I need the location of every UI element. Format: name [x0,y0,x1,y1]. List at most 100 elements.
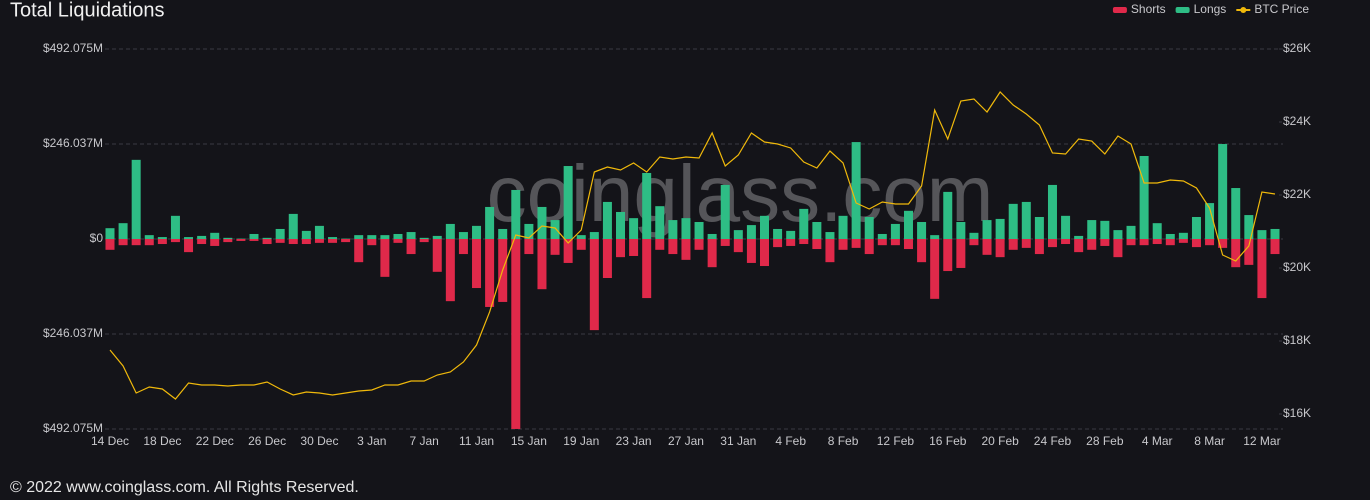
legend-label: BTC Price [1254,2,1309,16]
bar [458,232,468,239]
bar [511,189,521,239]
bar [472,225,482,239]
bar [576,239,586,250]
legend-label: Shorts [1131,2,1166,16]
x-tick-label: 24 Feb [1034,434,1072,448]
bar [1218,239,1228,248]
y-tick-label: $0 [90,231,104,245]
bar [314,239,324,243]
bar [825,232,835,239]
bar [354,235,364,239]
bar [1244,239,1254,265]
bar [131,159,141,239]
y-tick-label: $246.037M [43,136,103,150]
bar [184,237,194,239]
bar [616,239,626,258]
bar [105,239,115,250]
bar [249,239,259,241]
bar [1205,239,1215,246]
x-tick-label: 28 Feb [1086,434,1124,448]
bar [903,210,913,239]
bar [1047,239,1057,248]
bar [995,239,1005,258]
x-tick-label: 20 Feb [981,434,1019,448]
bar [197,239,207,245]
bar [445,223,455,239]
bar [118,223,128,239]
bar [1152,239,1162,245]
bar [563,239,573,263]
bar [1061,215,1071,239]
bar [288,239,298,245]
bar [1126,225,1136,239]
bar [380,235,390,239]
bar [314,225,324,239]
bar [1231,239,1241,268]
bar [943,191,953,239]
y-tick-label: $492.075M [43,421,103,435]
bar [707,239,717,268]
bar [197,235,207,239]
bar [760,215,769,239]
bar [746,225,756,239]
bar [799,208,809,239]
bar [668,220,678,239]
bar [720,239,730,246]
x-tick-label: 19 Jan [563,434,599,448]
bar [144,235,154,239]
bar [642,172,652,239]
bar [262,237,272,239]
bar [1205,203,1215,239]
y-tick-label: $246.037M [43,326,103,340]
bar [995,218,1005,239]
bar [773,239,783,248]
bar [930,239,940,299]
bar [838,239,848,250]
x-tick-label: 23 Jan [616,434,652,448]
bar [354,239,364,263]
bar [668,239,678,255]
bar [458,239,468,255]
bar [472,239,482,289]
bar [969,239,979,246]
bar [917,222,927,239]
bar [642,239,652,299]
bar [563,166,573,239]
x-tick-label: 26 Dec [248,434,286,448]
bar [655,239,665,250]
bar [328,237,338,239]
bar [275,239,285,243]
bar [550,239,560,255]
bar [812,239,822,250]
bar [1270,228,1280,239]
bar [1165,239,1175,246]
legend-swatch [1175,7,1190,13]
bar [393,233,403,239]
price-line [109,91,1276,400]
bar [681,218,691,239]
x-tick-label: 27 Jan [668,434,704,448]
bar [616,211,626,239]
bar [1244,215,1254,239]
y2-tick-label: $22K [1283,187,1311,201]
x-tick-label: 22 Dec [196,434,234,448]
x-tick-label: 14 Dec [91,434,129,448]
bar [930,235,940,239]
bar [982,239,992,255]
x-tick-label: 18 Dec [143,434,181,448]
bar [917,239,927,263]
bar [655,206,665,239]
y2-tick-label: $26K [1283,41,1311,55]
bar [877,233,887,239]
bar [812,222,822,239]
bar [1270,239,1280,255]
bar [1087,239,1097,250]
bar [1191,239,1201,248]
bar [890,239,900,246]
bar [131,239,141,246]
bar [1165,233,1175,239]
x-tick-label: 16 Feb [929,434,967,448]
bar [890,223,900,239]
bar [288,213,298,239]
